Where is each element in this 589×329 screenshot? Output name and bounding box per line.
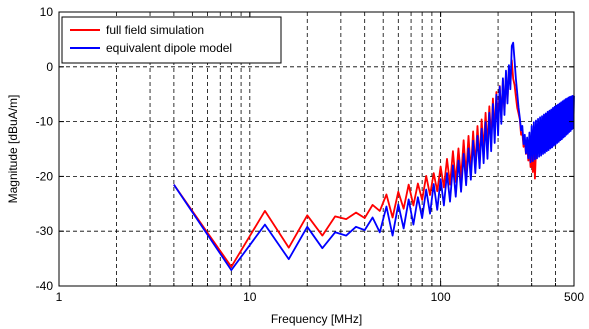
legend-box — [61, 16, 282, 64]
y-tick-label: -10 — [36, 115, 54, 129]
y-tick-label: -40 — [36, 279, 54, 293]
legend: full field simulation equivalent dipole … — [61, 16, 282, 64]
y-tick-label: -30 — [36, 224, 54, 238]
x-tick-label: 1 — [56, 290, 63, 304]
x-axis-label: Frequency [MHz] — [271, 312, 362, 326]
y-axis-label: Magnitude [dBuA/m] — [6, 95, 20, 204]
y-tick-label: -20 — [36, 169, 54, 183]
legend-entry-equivalent-dipole-model: equivalent dipole model — [106, 41, 232, 55]
x-tick-label: 100 — [431, 290, 451, 304]
series-layer — [173, 41, 575, 272]
series-line-equivalent-dipole-model — [173, 41, 575, 272]
plot-frame — [58, 11, 575, 287]
x-tick-label: 10 — [243, 290, 257, 304]
legend-entry-full-field-simulation: full field simulation — [106, 23, 204, 37]
x-tick-label: 500 — [564, 290, 584, 304]
tick-layer: 1 10 100 500 -40 -30 -20 -10 0 10 — [36, 5, 585, 304]
y-tick-label: 10 — [40, 5, 54, 19]
y-tick-label: 0 — [46, 60, 53, 74]
